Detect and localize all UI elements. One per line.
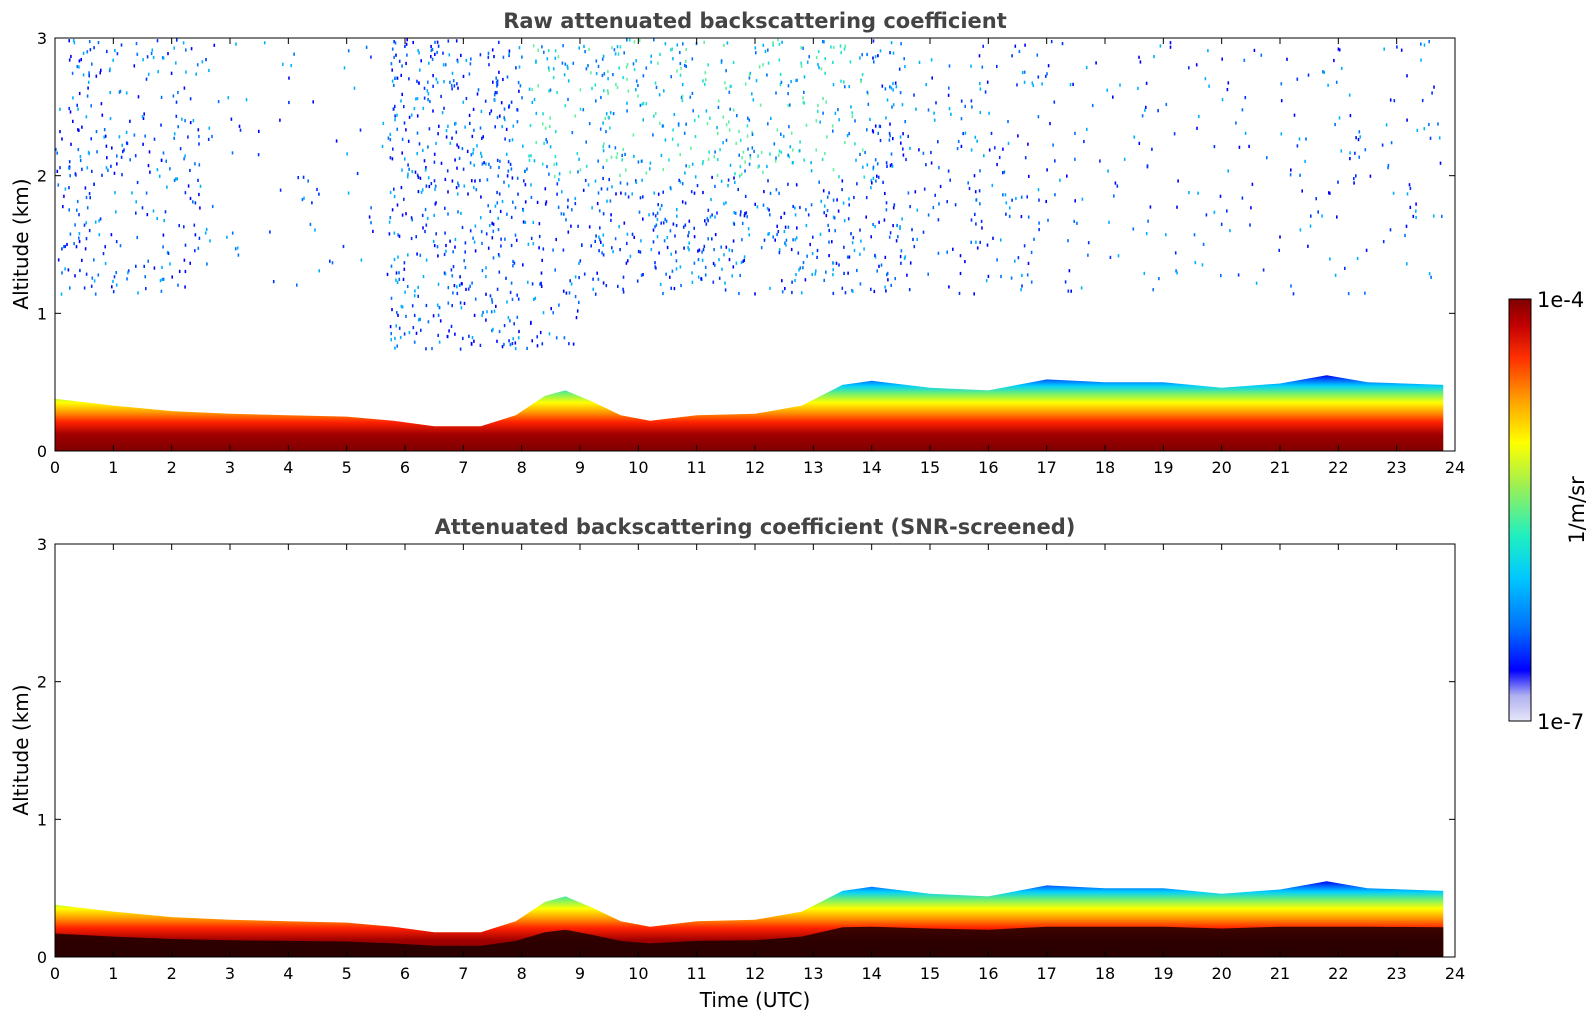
plot-area <box>55 38 1444 451</box>
x-tick-label: 17 <box>1036 964 1056 983</box>
x-tick-label: 0 <box>50 458 60 477</box>
x-tick-label: 5 <box>342 458 352 477</box>
y-tick-label: 2 <box>37 673 47 692</box>
x-tick-label: 3 <box>225 964 235 983</box>
x-tick-label: 22 <box>1328 458 1348 477</box>
x-tick-label: 10 <box>628 964 648 983</box>
x-tick-label: 9 <box>575 964 585 983</box>
x-tick-label: 18 <box>1095 964 1115 983</box>
x-tick-label: 10 <box>628 458 648 477</box>
x-tick-label: 13 <box>803 964 823 983</box>
y-axis-label: Altitude (km) <box>9 178 33 309</box>
x-tick-label: 21 <box>1270 458 1290 477</box>
x-tick-label: 15 <box>920 964 940 983</box>
y-tick-label: 1 <box>37 810 47 829</box>
x-tick-label: 9 <box>575 458 585 477</box>
x-tick-label: 17 <box>1036 458 1056 477</box>
x-tick-label: 19 <box>1153 964 1173 983</box>
x-tick-label: 12 <box>745 964 765 983</box>
noise-speckles <box>55 38 1443 351</box>
x-tick-label: 23 <box>1386 964 1406 983</box>
colorbar-min-label: 1e-7 <box>1537 710 1584 734</box>
y-tick-label: 0 <box>37 442 47 461</box>
x-tick-label: 11 <box>686 458 706 477</box>
y-tick-label: 0 <box>37 948 47 967</box>
x-tick-label: 22 <box>1328 964 1348 983</box>
y-axis: 0 1 2 3 <box>37 535 1455 967</box>
x-tick-label: 12 <box>745 458 765 477</box>
attenuated-core <box>55 926 1444 957</box>
x-axis: 0 1 2 3 4 5 6 7 8 9 10 11 12 13 14 15 16 17 18 19 20 21 22 23 24 <box>50 38 1465 477</box>
x-tick-label: 23 <box>1386 458 1406 477</box>
y-tick-label: 3 <box>37 535 47 554</box>
x-tick-label: 14 <box>861 964 881 983</box>
x-tick-label: 16 <box>978 964 998 983</box>
x-tick-label: 20 <box>1211 964 1231 983</box>
x-tick-label: 11 <box>686 964 706 983</box>
x-tick-label: 7 <box>458 964 468 983</box>
y-axis: 0 1 2 3 <box>37 29 1455 461</box>
panel-raw: Raw attenuated backscattering coefficien… <box>9 9 1465 477</box>
y-tick-label: 3 <box>37 29 47 48</box>
x-tick-label: 8 <box>517 458 527 477</box>
y-tick-label: 1 <box>37 304 47 323</box>
x-tick-label: 14 <box>861 458 881 477</box>
x-tick-label: 6 <box>400 964 410 983</box>
x-tick-label: 19 <box>1153 458 1173 477</box>
colorbar: 1e-4 1e-7 1/m/sr <box>1508 288 1589 734</box>
colorbar-unit-label: 1/m/sr <box>1565 476 1589 544</box>
colorbar-max-label: 1e-4 <box>1537 288 1584 312</box>
x-tick-label: 21 <box>1270 964 1290 983</box>
panel-screened: Attenuated backscattering coefficient (S… <box>9 515 1465 1012</box>
x-tick-label: 16 <box>978 458 998 477</box>
boundary-layer <box>55 375 1444 451</box>
x-axis-label: Time (UTC) <box>699 988 811 1012</box>
x-tick-label: 3 <box>225 458 235 477</box>
x-tick-label: 7 <box>458 458 468 477</box>
x-tick-label: 4 <box>283 964 293 983</box>
colorbar-scale <box>1508 298 1532 722</box>
x-tick-label: 18 <box>1095 458 1115 477</box>
x-tick-label: 4 <box>283 458 293 477</box>
plot-area <box>55 881 1444 957</box>
x-tick-label: 6 <box>400 458 410 477</box>
x-tick-label: 0 <box>50 964 60 983</box>
x-tick-label: 13 <box>803 458 823 477</box>
x-tick-label: 2 <box>167 964 177 983</box>
y-tick-label: 2 <box>37 167 47 186</box>
x-tick-label: 15 <box>920 458 940 477</box>
x-tick-label: 20 <box>1211 458 1231 477</box>
panel-title: Attenuated backscattering coefficient (S… <box>435 515 1076 539</box>
x-tick-label: 5 <box>342 964 352 983</box>
x-tick-label: 24 <box>1445 964 1465 983</box>
x-tick-label: 1 <box>108 458 118 477</box>
y-axis-label: Altitude (km) <box>9 684 33 815</box>
x-tick-label: 2 <box>167 458 177 477</box>
x-tick-label: 1 <box>108 964 118 983</box>
x-tick-label: 24 <box>1445 458 1465 477</box>
x-axis: 0 1 2 3 4 5 6 7 8 9 10 11 12 13 14 15 16 17 18 19 20 21 22 23 24 <box>50 544 1465 983</box>
panel-title: Raw attenuated backscattering coefficien… <box>503 9 1007 33</box>
x-tick-label: 8 <box>517 964 527 983</box>
